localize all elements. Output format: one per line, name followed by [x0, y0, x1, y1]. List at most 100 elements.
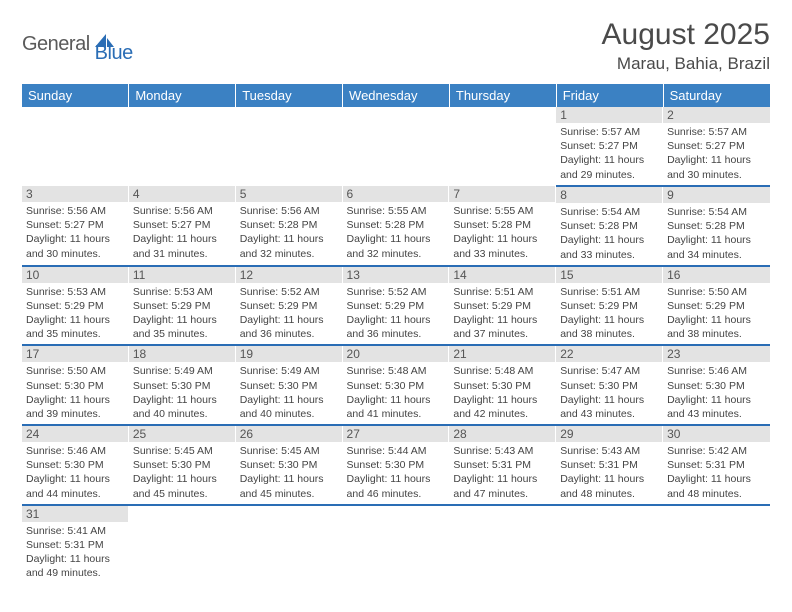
- day-number: 19: [236, 346, 343, 362]
- day-header: Friday: [556, 84, 663, 107]
- day-content: Sunrise: 5:49 AMSunset: 5:30 PMDaylight:…: [236, 362, 343, 424]
- calendar-cell: [129, 107, 236, 186]
- day-content: Sunrise: 5:51 AMSunset: 5:29 PMDaylight:…: [556, 283, 663, 345]
- month-title: August 2025: [602, 18, 770, 52]
- day-number: 11: [129, 267, 236, 283]
- day-number: 29: [556, 426, 663, 442]
- logo-text-blue: Blue: [95, 24, 133, 65]
- day-content: Sunrise: 5:56 AMSunset: 5:28 PMDaylight:…: [236, 202, 343, 264]
- calendar-row: 31Sunrise: 5:41 AMSunset: 5:31 PMDayligh…: [22, 505, 770, 584]
- day-number: 22: [556, 346, 663, 362]
- day-content: Sunrise: 5:49 AMSunset: 5:30 PMDaylight:…: [129, 362, 236, 424]
- day-content: Sunrise: 5:57 AMSunset: 5:27 PMDaylight:…: [556, 123, 663, 185]
- day-header: Wednesday: [343, 84, 450, 107]
- calendar-cell: [663, 505, 770, 584]
- day-number: 16: [663, 267, 770, 283]
- day-content: Sunrise: 5:46 AMSunset: 5:30 PMDaylight:…: [22, 442, 129, 504]
- day-number: 13: [343, 267, 450, 283]
- day-number: 5: [236, 186, 343, 202]
- day-content: Sunrise: 5:45 AMSunset: 5:30 PMDaylight:…: [236, 442, 343, 504]
- calendar-cell: 9Sunrise: 5:54 AMSunset: 5:28 PMDaylight…: [663, 186, 770, 266]
- calendar-cell: 15Sunrise: 5:51 AMSunset: 5:29 PMDayligh…: [556, 266, 663, 346]
- day-header: Thursday: [449, 84, 556, 107]
- day-number: 21: [449, 346, 556, 362]
- day-number: 27: [343, 426, 450, 442]
- calendar-cell: [236, 505, 343, 584]
- logo-text-general: General: [22, 33, 90, 56]
- day-content: Sunrise: 5:47 AMSunset: 5:30 PMDaylight:…: [556, 362, 663, 424]
- calendar-cell: 14Sunrise: 5:51 AMSunset: 5:29 PMDayligh…: [449, 266, 556, 346]
- day-content: Sunrise: 5:54 AMSunset: 5:28 PMDaylight:…: [556, 203, 663, 265]
- calendar-cell: 19Sunrise: 5:49 AMSunset: 5:30 PMDayligh…: [236, 345, 343, 425]
- day-number: 14: [449, 267, 556, 283]
- day-number: 26: [236, 426, 343, 442]
- calendar-body: 1Sunrise: 5:57 AMSunset: 5:27 PMDaylight…: [22, 107, 770, 584]
- calendar-cell: 16Sunrise: 5:50 AMSunset: 5:29 PMDayligh…: [663, 266, 770, 346]
- day-number: 6: [343, 186, 450, 202]
- day-number: 1: [556, 107, 663, 123]
- calendar-cell: [22, 107, 129, 186]
- calendar-cell: 7Sunrise: 5:55 AMSunset: 5:28 PMDaylight…: [449, 186, 556, 266]
- day-content: Sunrise: 5:46 AMSunset: 5:30 PMDaylight:…: [663, 362, 770, 424]
- header: General Blue August 2025 Marau, Bahia, B…: [22, 18, 770, 74]
- day-header: Saturday: [663, 84, 770, 107]
- day-content: Sunrise: 5:44 AMSunset: 5:30 PMDaylight:…: [343, 442, 450, 504]
- calendar-cell: 21Sunrise: 5:48 AMSunset: 5:30 PMDayligh…: [449, 345, 556, 425]
- calendar-head: SundayMondayTuesdayWednesdayThursdayFrid…: [22, 84, 770, 107]
- calendar-cell: 25Sunrise: 5:45 AMSunset: 5:30 PMDayligh…: [129, 425, 236, 505]
- day-content: Sunrise: 5:55 AMSunset: 5:28 PMDaylight:…: [343, 202, 450, 264]
- calendar-cell: 5Sunrise: 5:56 AMSunset: 5:28 PMDaylight…: [236, 186, 343, 266]
- day-number: 2: [663, 107, 770, 123]
- calendar-cell: 30Sunrise: 5:42 AMSunset: 5:31 PMDayligh…: [663, 425, 770, 505]
- day-content: Sunrise: 5:53 AMSunset: 5:29 PMDaylight:…: [22, 283, 129, 345]
- day-number: 24: [22, 426, 129, 442]
- calendar-cell: [129, 505, 236, 584]
- calendar-cell: [343, 107, 450, 186]
- day-number: 17: [22, 346, 129, 362]
- calendar-cell: [236, 107, 343, 186]
- calendar-cell: 18Sunrise: 5:49 AMSunset: 5:30 PMDayligh…: [129, 345, 236, 425]
- day-number: 9: [663, 187, 770, 203]
- calendar-cell: 31Sunrise: 5:41 AMSunset: 5:31 PMDayligh…: [22, 505, 129, 584]
- day-number: 20: [343, 346, 450, 362]
- calendar-table: SundayMondayTuesdayWednesdayThursdayFrid…: [22, 84, 770, 584]
- day-content: Sunrise: 5:42 AMSunset: 5:31 PMDaylight:…: [663, 442, 770, 504]
- calendar-cell: 24Sunrise: 5:46 AMSunset: 5:30 PMDayligh…: [22, 425, 129, 505]
- day-header: Monday: [129, 84, 236, 107]
- day-content: Sunrise: 5:52 AMSunset: 5:29 PMDaylight:…: [236, 283, 343, 345]
- day-content: Sunrise: 5:45 AMSunset: 5:30 PMDaylight:…: [129, 442, 236, 504]
- calendar-cell: 28Sunrise: 5:43 AMSunset: 5:31 PMDayligh…: [449, 425, 556, 505]
- calendar-cell: 26Sunrise: 5:45 AMSunset: 5:30 PMDayligh…: [236, 425, 343, 505]
- day-number: 4: [129, 186, 236, 202]
- day-number: 23: [663, 346, 770, 362]
- day-number: 10: [22, 267, 129, 283]
- calendar-cell: [556, 505, 663, 584]
- day-content: Sunrise: 5:54 AMSunset: 5:28 PMDaylight:…: [663, 203, 770, 265]
- day-number: 8: [556, 187, 663, 203]
- calendar-row: 3Sunrise: 5:56 AMSunset: 5:27 PMDaylight…: [22, 186, 770, 266]
- day-number: 3: [22, 186, 129, 202]
- day-content: Sunrise: 5:50 AMSunset: 5:29 PMDaylight:…: [663, 283, 770, 345]
- logo: General Blue: [22, 18, 133, 65]
- calendar-cell: 29Sunrise: 5:43 AMSunset: 5:31 PMDayligh…: [556, 425, 663, 505]
- calendar-cell: 13Sunrise: 5:52 AMSunset: 5:29 PMDayligh…: [343, 266, 450, 346]
- calendar-row: 17Sunrise: 5:50 AMSunset: 5:30 PMDayligh…: [22, 345, 770, 425]
- day-number: 18: [129, 346, 236, 362]
- calendar-cell: 12Sunrise: 5:52 AMSunset: 5:29 PMDayligh…: [236, 266, 343, 346]
- day-content: Sunrise: 5:48 AMSunset: 5:30 PMDaylight:…: [343, 362, 450, 424]
- day-number: 28: [449, 426, 556, 442]
- calendar-cell: [343, 505, 450, 584]
- calendar-row: 10Sunrise: 5:53 AMSunset: 5:29 PMDayligh…: [22, 266, 770, 346]
- day-number: 31: [22, 506, 129, 522]
- calendar-cell: 27Sunrise: 5:44 AMSunset: 5:30 PMDayligh…: [343, 425, 450, 505]
- day-content: Sunrise: 5:53 AMSunset: 5:29 PMDaylight:…: [129, 283, 236, 345]
- day-number: 7: [449, 186, 556, 202]
- day-header: Tuesday: [236, 84, 343, 107]
- calendar-cell: 3Sunrise: 5:56 AMSunset: 5:27 PMDaylight…: [22, 186, 129, 266]
- day-content: Sunrise: 5:48 AMSunset: 5:30 PMDaylight:…: [449, 362, 556, 424]
- calendar-cell: [449, 505, 556, 584]
- calendar-cell: 1Sunrise: 5:57 AMSunset: 5:27 PMDaylight…: [556, 107, 663, 186]
- day-content: Sunrise: 5:41 AMSunset: 5:31 PMDaylight:…: [22, 522, 129, 584]
- day-content: Sunrise: 5:56 AMSunset: 5:27 PMDaylight:…: [129, 202, 236, 264]
- day-header: Sunday: [22, 84, 129, 107]
